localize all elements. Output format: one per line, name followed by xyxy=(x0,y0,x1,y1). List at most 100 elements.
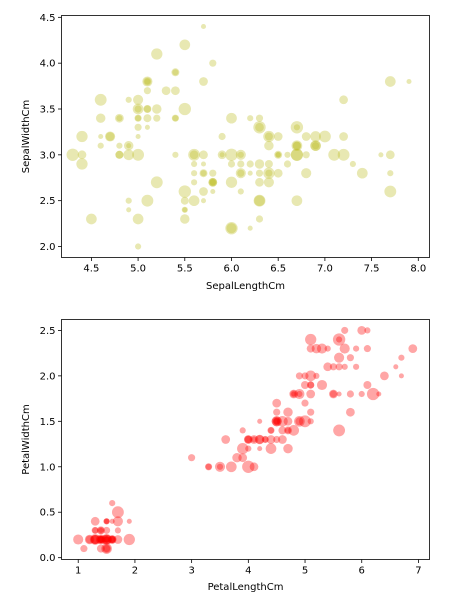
petal-point xyxy=(273,418,280,425)
petal-point xyxy=(273,417,281,425)
sepal-point xyxy=(123,149,135,161)
sepal-x-tick-label: 7.0 xyxy=(317,264,333,275)
sepal-x-tick-label: 6.5 xyxy=(270,264,286,275)
petal-point xyxy=(341,326,349,334)
sepal-point xyxy=(132,148,145,161)
petal-point xyxy=(249,462,259,472)
sepal-point xyxy=(125,96,132,103)
sepal-point xyxy=(225,176,238,188)
sepal-point xyxy=(227,160,236,168)
sepal-point xyxy=(310,140,321,152)
petal-point xyxy=(188,454,196,462)
sepal-point xyxy=(301,168,312,179)
sepal-y-tick-label: 3.5 xyxy=(40,105,56,116)
sepal-point xyxy=(115,113,124,123)
petal-y-tick-label: 0.5 xyxy=(40,508,56,519)
petal-point xyxy=(244,435,253,444)
petal-point xyxy=(101,534,112,545)
sepal-y-tick-label: 4.0 xyxy=(40,59,56,70)
petal-point xyxy=(214,461,226,472)
petal-point xyxy=(97,526,105,534)
petal-point xyxy=(266,435,276,444)
petal-y-ticks: 0.0 0.5 1.0 1.5 2.0 2.5 xyxy=(40,326,62,564)
sepal-point xyxy=(200,161,207,167)
sepal-point xyxy=(237,188,244,195)
sepal-point xyxy=(178,185,191,198)
sepal-point xyxy=(291,140,303,152)
sepal-point xyxy=(116,142,123,149)
sepal-point xyxy=(142,76,153,87)
petal-point xyxy=(284,427,292,434)
petal-point xyxy=(103,518,110,525)
sepal-point xyxy=(291,195,303,207)
petal-x-tick-label: 5 xyxy=(302,566,308,577)
sepal-point xyxy=(152,104,162,114)
petal-point xyxy=(334,352,345,363)
petal-point xyxy=(123,533,135,546)
petal-point xyxy=(376,391,382,397)
petal-point xyxy=(205,463,212,470)
sepal-point xyxy=(273,132,283,141)
petal-point xyxy=(245,445,252,452)
sepal-point xyxy=(126,143,132,149)
sepal-point xyxy=(181,206,188,213)
sepal-point xyxy=(97,142,104,149)
sepal-point xyxy=(235,168,246,179)
sepal-point xyxy=(255,215,264,223)
petal-point xyxy=(353,345,360,352)
sepal-point xyxy=(180,214,190,224)
petal-point xyxy=(299,415,311,428)
petal-point xyxy=(277,415,288,427)
sepal-point xyxy=(134,105,142,113)
petal-point xyxy=(290,390,298,398)
petal-point xyxy=(301,399,309,407)
petal-points-layer xyxy=(73,326,418,554)
petal-point xyxy=(84,534,95,545)
sepal-point xyxy=(135,133,141,140)
petal-point xyxy=(114,527,121,534)
petal-point xyxy=(296,390,303,398)
sepal-point xyxy=(143,114,152,123)
petal-y-tick-label: 0.0 xyxy=(40,553,56,564)
petal-point xyxy=(307,408,315,416)
sepal-point xyxy=(378,152,384,158)
sepal-point xyxy=(126,207,132,213)
sepal-point xyxy=(76,130,88,143)
petal-point xyxy=(107,535,117,544)
petal-point xyxy=(398,354,405,361)
petal-point xyxy=(113,535,123,544)
petal-x-tick-label: 6 xyxy=(359,566,365,577)
sepal-point xyxy=(171,114,179,122)
sepal-point xyxy=(143,77,152,86)
sepal-point xyxy=(226,223,237,234)
petal-point xyxy=(92,527,99,534)
sepal-point xyxy=(265,169,273,177)
petal-x-tick-label: 1 xyxy=(75,566,81,577)
sepal-point xyxy=(237,169,245,177)
sepal-point xyxy=(144,124,150,130)
petal-point xyxy=(283,443,293,454)
petal-point xyxy=(333,424,346,437)
petal-point xyxy=(305,370,317,382)
sepal-y-axis-label: SepalWidthCm xyxy=(21,100,32,174)
petal-point xyxy=(358,390,365,398)
petal-point xyxy=(109,500,116,507)
petal-point xyxy=(103,518,110,525)
petal-x-tick-label: 2 xyxy=(132,566,138,577)
sepal-point xyxy=(254,195,265,207)
sepal-point xyxy=(318,130,331,143)
sepal-scatter-chart: 4.5 5.0 5.5 6.0 6.5 7.0 7.5 8.0 2.0 2.5 3.0 3.5 4.0… xyxy=(21,13,430,292)
sepal-point xyxy=(76,158,88,170)
sepal-y-tick-label: 2.5 xyxy=(40,196,56,207)
petal-point xyxy=(346,354,354,362)
petal-point xyxy=(108,535,116,544)
sepal-point xyxy=(132,103,144,115)
sepal-point xyxy=(188,195,200,207)
sepal-point xyxy=(310,131,321,142)
petal-point xyxy=(294,415,305,427)
petal-point xyxy=(90,534,100,545)
sepal-x-tick-label: 5.5 xyxy=(177,264,193,275)
petal-point xyxy=(80,545,88,553)
sepal-point xyxy=(225,222,238,235)
sepal-x-tick-label: 6.0 xyxy=(224,264,240,275)
